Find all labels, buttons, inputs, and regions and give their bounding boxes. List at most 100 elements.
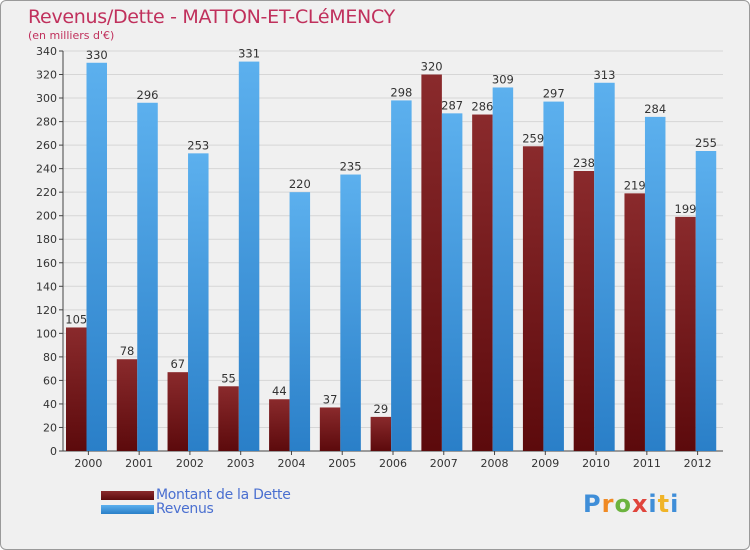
logo-letter: x xyxy=(631,490,649,518)
bar-debt xyxy=(624,193,645,451)
proxiti-logo: Proxiti xyxy=(583,490,679,518)
bar-revenue xyxy=(492,87,514,452)
x-tick-label: 2012 xyxy=(684,457,712,470)
y-tick-label: 120 xyxy=(36,304,57,317)
data-label-revenue: 287 xyxy=(441,98,463,112)
legend-label-debt: Montant de la Dette xyxy=(156,487,291,503)
chart-title: Revenus/Dette - MATTON-ET-CLéMENCY xyxy=(28,6,395,28)
bar-revenue xyxy=(238,61,260,452)
y-tick-label: 180 xyxy=(36,233,57,246)
data-label-debt: 78 xyxy=(120,344,135,358)
data-label-revenue: 331 xyxy=(238,47,260,61)
y-tick-label: 220 xyxy=(36,186,57,199)
x-tick-label: 2007 xyxy=(430,457,458,470)
y-tick-label: 0 xyxy=(50,445,57,458)
bar-debt xyxy=(319,407,341,451)
data-label-revenue: 309 xyxy=(492,72,514,86)
legend-swatch-revenue xyxy=(101,504,154,514)
bar-debt xyxy=(66,327,87,451)
logo-letter: i xyxy=(648,490,658,518)
y-tick-label: 320 xyxy=(36,69,57,82)
bar-revenue xyxy=(137,102,158,451)
bar-revenue xyxy=(644,116,666,451)
bar-debt xyxy=(522,146,544,451)
bar-revenue xyxy=(441,113,463,452)
data-label-debt: 238 xyxy=(573,156,595,170)
data-label-revenue: 330 xyxy=(86,48,108,62)
data-label-debt: 29 xyxy=(374,402,389,416)
bar-debt xyxy=(116,359,138,451)
y-tick-label: 240 xyxy=(36,163,57,176)
logo-letter: r xyxy=(601,490,615,518)
data-label-revenue: 220 xyxy=(289,177,311,191)
x-tick-label: 2011 xyxy=(633,457,661,470)
data-label-revenue: 297 xyxy=(543,87,565,101)
y-tick-label: 20 xyxy=(43,421,57,434)
bar-revenue xyxy=(86,62,107,451)
y-tick-label: 340 xyxy=(36,45,57,58)
x-tick-label: 2010 xyxy=(582,457,610,470)
data-label-debt: 67 xyxy=(170,357,185,371)
data-label-revenue: 284 xyxy=(644,102,666,116)
bar-debt xyxy=(269,399,290,451)
bar-revenue xyxy=(695,151,717,451)
legend: Montant de la Dette Revenus xyxy=(101,487,291,517)
chart-subtitle: (en milliers d'€) xyxy=(28,29,115,42)
y-tick-label: 100 xyxy=(36,327,57,340)
y-tick-label: 160 xyxy=(36,257,57,270)
data-label-revenue: 255 xyxy=(695,136,717,150)
logo-letter: t xyxy=(657,490,671,518)
data-label-debt: 199 xyxy=(675,202,697,216)
x-tick-label: 2008 xyxy=(481,457,509,470)
x-tick-label: 2009 xyxy=(531,457,559,470)
y-tick-label: 40 xyxy=(43,398,57,411)
bar-revenue xyxy=(594,82,615,451)
x-tick-label: 2001 xyxy=(125,457,153,470)
bar-debt xyxy=(472,114,493,451)
bar-debt xyxy=(675,216,696,451)
data-label-revenue: 296 xyxy=(137,88,159,102)
bar-debt xyxy=(573,171,595,451)
bar-debt xyxy=(167,372,189,451)
y-tick-label: 60 xyxy=(43,374,57,387)
data-label-debt: 55 xyxy=(221,371,236,385)
logo-letter: P xyxy=(583,490,602,518)
bar-revenue xyxy=(289,192,311,452)
x-tick-label: 2006 xyxy=(379,457,407,470)
bar-revenue xyxy=(543,101,564,452)
legend-item-debt: Montant de la Dette xyxy=(101,487,291,503)
legend-swatch-debt xyxy=(101,490,154,500)
x-tick-label: 2000 xyxy=(74,457,102,470)
y-tick-label: 280 xyxy=(36,116,57,129)
data-label-debt: 320 xyxy=(421,60,443,74)
bar-debt xyxy=(421,74,442,451)
x-tick-label: 2003 xyxy=(227,457,255,470)
data-label-debt: 286 xyxy=(471,100,493,114)
bar-debt xyxy=(218,386,239,451)
bar-revenue xyxy=(340,174,361,451)
data-label-debt: 259 xyxy=(522,131,544,145)
data-label-revenue: 313 xyxy=(593,68,615,82)
logo-letter: i xyxy=(670,490,680,518)
data-label-revenue: 253 xyxy=(187,138,209,152)
y-tick-label: 200 xyxy=(36,210,57,223)
bar-revenue xyxy=(188,153,209,451)
data-label-debt: 219 xyxy=(624,178,646,192)
bar-revenue xyxy=(391,100,412,451)
logo-letter: o xyxy=(614,490,632,518)
y-tick-label: 140 xyxy=(36,280,57,293)
data-label-debt: 37 xyxy=(323,392,338,406)
data-label-revenue: 235 xyxy=(340,160,362,174)
bar-debt xyxy=(370,416,392,451)
x-tick-label: 2005 xyxy=(328,457,356,470)
x-tick-label: 2002 xyxy=(176,457,204,470)
y-tick-label: 300 xyxy=(36,92,57,105)
legend-item-revenue: Revenus xyxy=(101,501,291,517)
legend-label-revenue: Revenus xyxy=(156,501,214,517)
x-tick-label: 2004 xyxy=(277,457,305,470)
y-tick-label: 80 xyxy=(43,351,57,364)
data-label-debt: 44 xyxy=(272,384,287,398)
data-label-revenue: 298 xyxy=(390,85,412,99)
